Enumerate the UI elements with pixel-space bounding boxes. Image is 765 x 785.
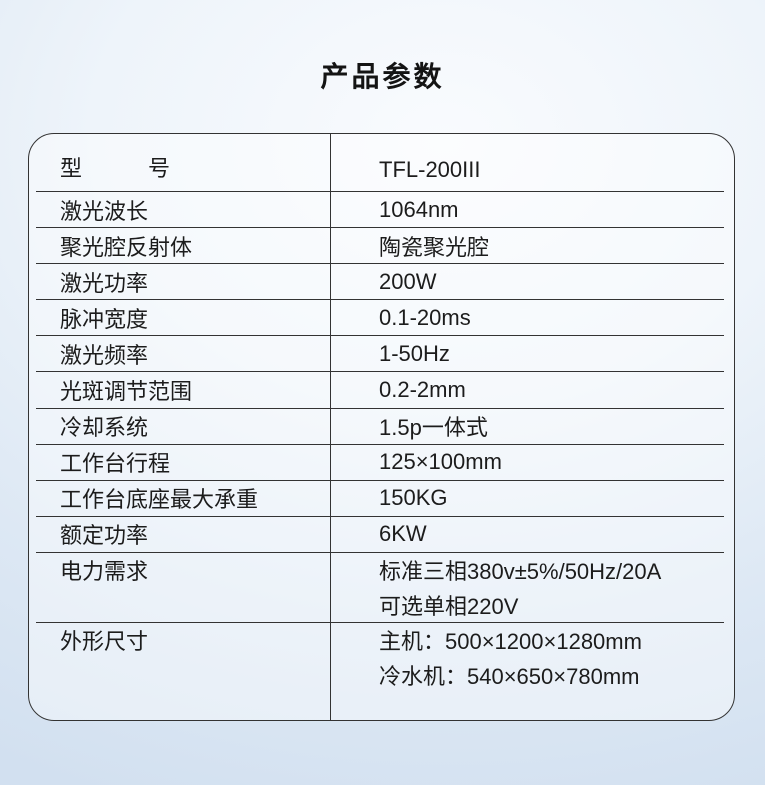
spec-value-line: 1064nm: [379, 196, 459, 222]
spec-value: 主机：500×1200×1280mm 冷水机：540×650×780mm: [330, 624, 724, 694]
spec-value: 125×100mm: [330, 449, 724, 475]
spec-value: 1-50Hz: [330, 341, 724, 367]
spec-row: 激光波长 1064nm: [36, 192, 724, 229]
spec-row: 聚光腔反射体 陶瓷聚光腔: [36, 228, 724, 265]
spec-value-line: 1.5p一体式: [379, 415, 488, 441]
spec-label: 激光波长: [60, 198, 149, 224]
spec-value-line: 主机：500×1200×1280mm: [379, 628, 642, 654]
spec-label: 激光频率: [60, 342, 149, 368]
spec-row: 光斑调节范围 0.2-2mm: [36, 372, 724, 409]
spec-value: 150KG: [330, 485, 724, 511]
spec-value-line: 可选单相220V: [379, 593, 519, 619]
spec-value-line: 6KW: [379, 521, 427, 547]
spec-row: 激光功率 200W: [36, 264, 724, 301]
spec-rows: 型 号 TFL-200III 激光波长 1064nm 聚光腔反射体 陶瓷聚光腔激光功率 20…: [29, 134, 734, 720]
spec-value: 200W: [330, 269, 724, 295]
spec-label: 冷却系统: [60, 415, 149, 441]
spec-row: 额定功率 6KW: [36, 517, 724, 553]
spec-value-line: 125×100mm: [379, 449, 502, 475]
spec-row: 脉冲宽度 0.1-20ms: [36, 300, 724, 337]
spec-value: 0.1-20ms: [330, 305, 724, 331]
spec-label: 工作台行程: [60, 451, 171, 477]
spec-value-line: 标准三相380v±5%/50Hz/20A: [379, 558, 662, 584]
spec-value-line: 陶瓷聚光腔: [379, 234, 490, 260]
spec-value-line: TFL-200III: [379, 157, 481, 182]
spec-row: 电力需求 标准三相380v±5%/50Hz/20A 可选单相220V: [36, 553, 724, 623]
spec-row: 工作台底座最大承重 150KG: [36, 481, 724, 517]
spec-row: 外形尺寸 主机：500×1200×1280mm 冷水机：540×650×780mm: [36, 623, 724, 720]
spec-label: 激光功率: [60, 270, 149, 296]
spec-value: 1064nm: [330, 197, 724, 223]
spec-value: 1.5p一体式: [330, 410, 724, 442]
spec-value: 标准三相380v±5%/50Hz/20A 可选单相220V: [330, 554, 724, 624]
spec-table: 型 号 TFL-200III 激光波长 1064nm 聚光腔反射体 陶瓷聚光腔激光功率 20…: [28, 133, 735, 721]
spec-label: 聚光腔反射体: [60, 234, 193, 260]
spec-row: 型 号 TFL-200III: [36, 134, 724, 192]
spec-label: 光斑调节范围: [60, 379, 193, 405]
spec-value-line: 冷水机：540×650×780mm: [379, 663, 640, 689]
column-divider: [330, 134, 331, 720]
spec-label: 额定功率: [60, 523, 149, 549]
spec-value-line: 0.2-2mm: [379, 377, 466, 403]
spec-row: 激光频率 1-50Hz: [36, 336, 724, 373]
spec-value: 陶瓷聚光腔: [330, 230, 724, 262]
page-title: 产品参数: [320, 61, 445, 92]
spec-label: 电力需求: [60, 558, 149, 584]
spec-value: TFL-200III: [330, 157, 724, 183]
spec-row: 冷却系统 1.5p一体式: [36, 409, 724, 445]
spec-value-line: 150KG: [379, 485, 448, 511]
spec-value: 0.2-2mm: [330, 377, 724, 403]
spec-label: 工作台底座最大承重: [60, 487, 259, 513]
spec-value-line: 200W: [379, 268, 437, 294]
spec-value-line: 1-50Hz: [379, 340, 450, 366]
spec-value: 6KW: [330, 521, 724, 547]
spec-label: 外形尺寸: [60, 628, 149, 654]
spec-label: 型 号: [60, 156, 171, 181]
spec-row: 工作台行程 125×100mm: [36, 445, 724, 481]
spec-label: 脉冲宽度: [60, 306, 149, 332]
spec-value-line: 0.1-20ms: [379, 304, 471, 330]
